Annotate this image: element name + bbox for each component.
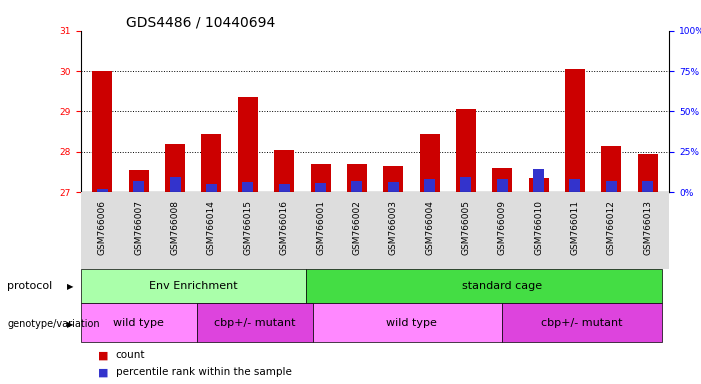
Bar — [461, 177, 471, 192]
Text: GSM766013: GSM766013 — [643, 200, 652, 255]
Bar — [601, 146, 621, 192]
Bar — [492, 168, 512, 192]
Bar — [206, 184, 217, 192]
Bar — [201, 134, 222, 192]
Bar — [383, 166, 403, 192]
Text: GSM766008: GSM766008 — [170, 200, 179, 255]
Text: wild type: wild type — [386, 318, 437, 328]
Text: count: count — [116, 350, 145, 360]
Text: GSM766006: GSM766006 — [98, 200, 107, 255]
Bar — [347, 164, 367, 192]
Text: GSM766012: GSM766012 — [607, 200, 615, 255]
FancyBboxPatch shape — [313, 303, 502, 342]
Bar — [606, 181, 617, 192]
Text: GSM766007: GSM766007 — [135, 200, 143, 255]
FancyBboxPatch shape — [81, 269, 306, 303]
Bar — [424, 179, 435, 192]
Bar — [420, 134, 440, 192]
Bar — [170, 177, 181, 192]
Text: ▶: ▶ — [67, 281, 73, 291]
Text: GSM766005: GSM766005 — [461, 200, 470, 255]
Text: cbp+/- mutant: cbp+/- mutant — [215, 318, 296, 328]
Bar — [238, 97, 258, 192]
Text: GSM766001: GSM766001 — [316, 200, 325, 255]
Bar — [93, 71, 112, 192]
Text: protocol: protocol — [7, 281, 53, 291]
Text: GSM766016: GSM766016 — [280, 200, 289, 255]
Bar — [129, 170, 149, 192]
Bar — [565, 69, 585, 192]
Bar — [529, 178, 549, 192]
Bar — [642, 181, 653, 192]
Text: GSM766014: GSM766014 — [207, 200, 216, 255]
Text: Env Enrichment: Env Enrichment — [149, 281, 238, 291]
Text: cbp+/- mutant: cbp+/- mutant — [541, 318, 623, 328]
Bar — [456, 109, 476, 192]
Bar — [533, 169, 544, 192]
Text: ■: ■ — [98, 367, 109, 377]
Text: GSM766004: GSM766004 — [425, 200, 434, 255]
Text: GSM766002: GSM766002 — [353, 200, 361, 255]
Bar — [133, 181, 144, 192]
Text: ▶: ▶ — [67, 320, 73, 329]
Bar — [274, 150, 294, 192]
Bar — [165, 144, 185, 192]
Text: ■: ■ — [98, 350, 109, 360]
Text: GSM766011: GSM766011 — [571, 200, 580, 255]
FancyBboxPatch shape — [502, 303, 662, 342]
Text: GDS4486 / 10440694: GDS4486 / 10440694 — [126, 15, 275, 29]
Text: GSM766010: GSM766010 — [534, 200, 543, 255]
FancyBboxPatch shape — [306, 269, 662, 303]
Text: genotype/variation: genotype/variation — [7, 319, 100, 329]
Bar — [279, 184, 290, 192]
FancyBboxPatch shape — [197, 303, 313, 342]
Bar — [97, 189, 108, 192]
Text: GSM766015: GSM766015 — [243, 200, 252, 255]
Text: wild type: wild type — [114, 318, 164, 328]
Text: GSM766003: GSM766003 — [389, 200, 397, 255]
Text: percentile rank within the sample: percentile rank within the sample — [116, 367, 292, 377]
Bar — [243, 182, 253, 192]
Bar — [315, 183, 326, 192]
Bar — [311, 164, 330, 192]
FancyBboxPatch shape — [81, 303, 197, 342]
Bar — [388, 182, 399, 192]
Text: standard cage: standard cage — [462, 281, 543, 291]
Bar — [497, 179, 508, 192]
Bar — [569, 179, 580, 192]
Bar — [638, 154, 658, 192]
Text: GSM766009: GSM766009 — [498, 200, 507, 255]
Bar — [351, 181, 362, 192]
